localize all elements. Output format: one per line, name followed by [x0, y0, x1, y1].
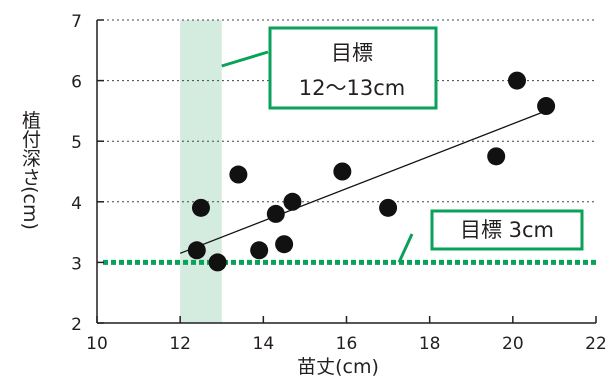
x-axis-title: 苗丈(cm) [297, 356, 379, 378]
data-point [187, 241, 206, 260]
x-tick-label: 10 [86, 334, 108, 354]
x-tick-label: 22 [585, 334, 607, 354]
y-tick-label: 6 [71, 73, 82, 93]
trendline [179, 110, 547, 254]
target-band [180, 20, 222, 323]
target-line-label: 目標 3cm [460, 218, 554, 242]
y-tick-label: 4 [71, 194, 82, 214]
data-point [537, 97, 556, 116]
data-point [275, 235, 294, 254]
target-band-label-line2: 12～13cm [299, 76, 405, 100]
data-points [187, 71, 556, 272]
data-point [487, 147, 506, 166]
data-point [250, 241, 269, 260]
target-line-label-box [430, 209, 584, 251]
trendline-layer [179, 110, 547, 254]
x-tick-label: 16 [336, 334, 358, 354]
data-point [191, 198, 210, 217]
target-band-label-line1: 目標 [331, 41, 373, 65]
data-point [208, 253, 227, 272]
target-band-label-box [268, 26, 438, 110]
data-point [266, 204, 285, 223]
y-tick-label: 2 [71, 315, 82, 335]
target-band-layer [180, 20, 222, 323]
data-point [379, 198, 398, 217]
axes: 2 3 4 5 6 7 10 12 14 16 18 20 22 [71, 12, 607, 354]
data-point [507, 71, 526, 90]
y-axis-title: 植付深さ(cm) [19, 110, 41, 230]
data-point [229, 165, 248, 184]
target-band-leader [221, 50, 269, 68]
x-tick-label: 12 [169, 334, 191, 354]
y-tick-label: 5 [71, 133, 82, 153]
data-point [283, 192, 302, 211]
target-line-leader [397, 233, 414, 264]
annotations [221, 26, 584, 264]
x-tick-label: 18 [419, 334, 441, 354]
data-point [333, 162, 352, 181]
x-tick-label: 20 [502, 334, 524, 354]
x-tick-label: 14 [253, 334, 275, 354]
y-tick-label: 3 [71, 254, 82, 274]
y-tick-label: 7 [71, 12, 82, 32]
